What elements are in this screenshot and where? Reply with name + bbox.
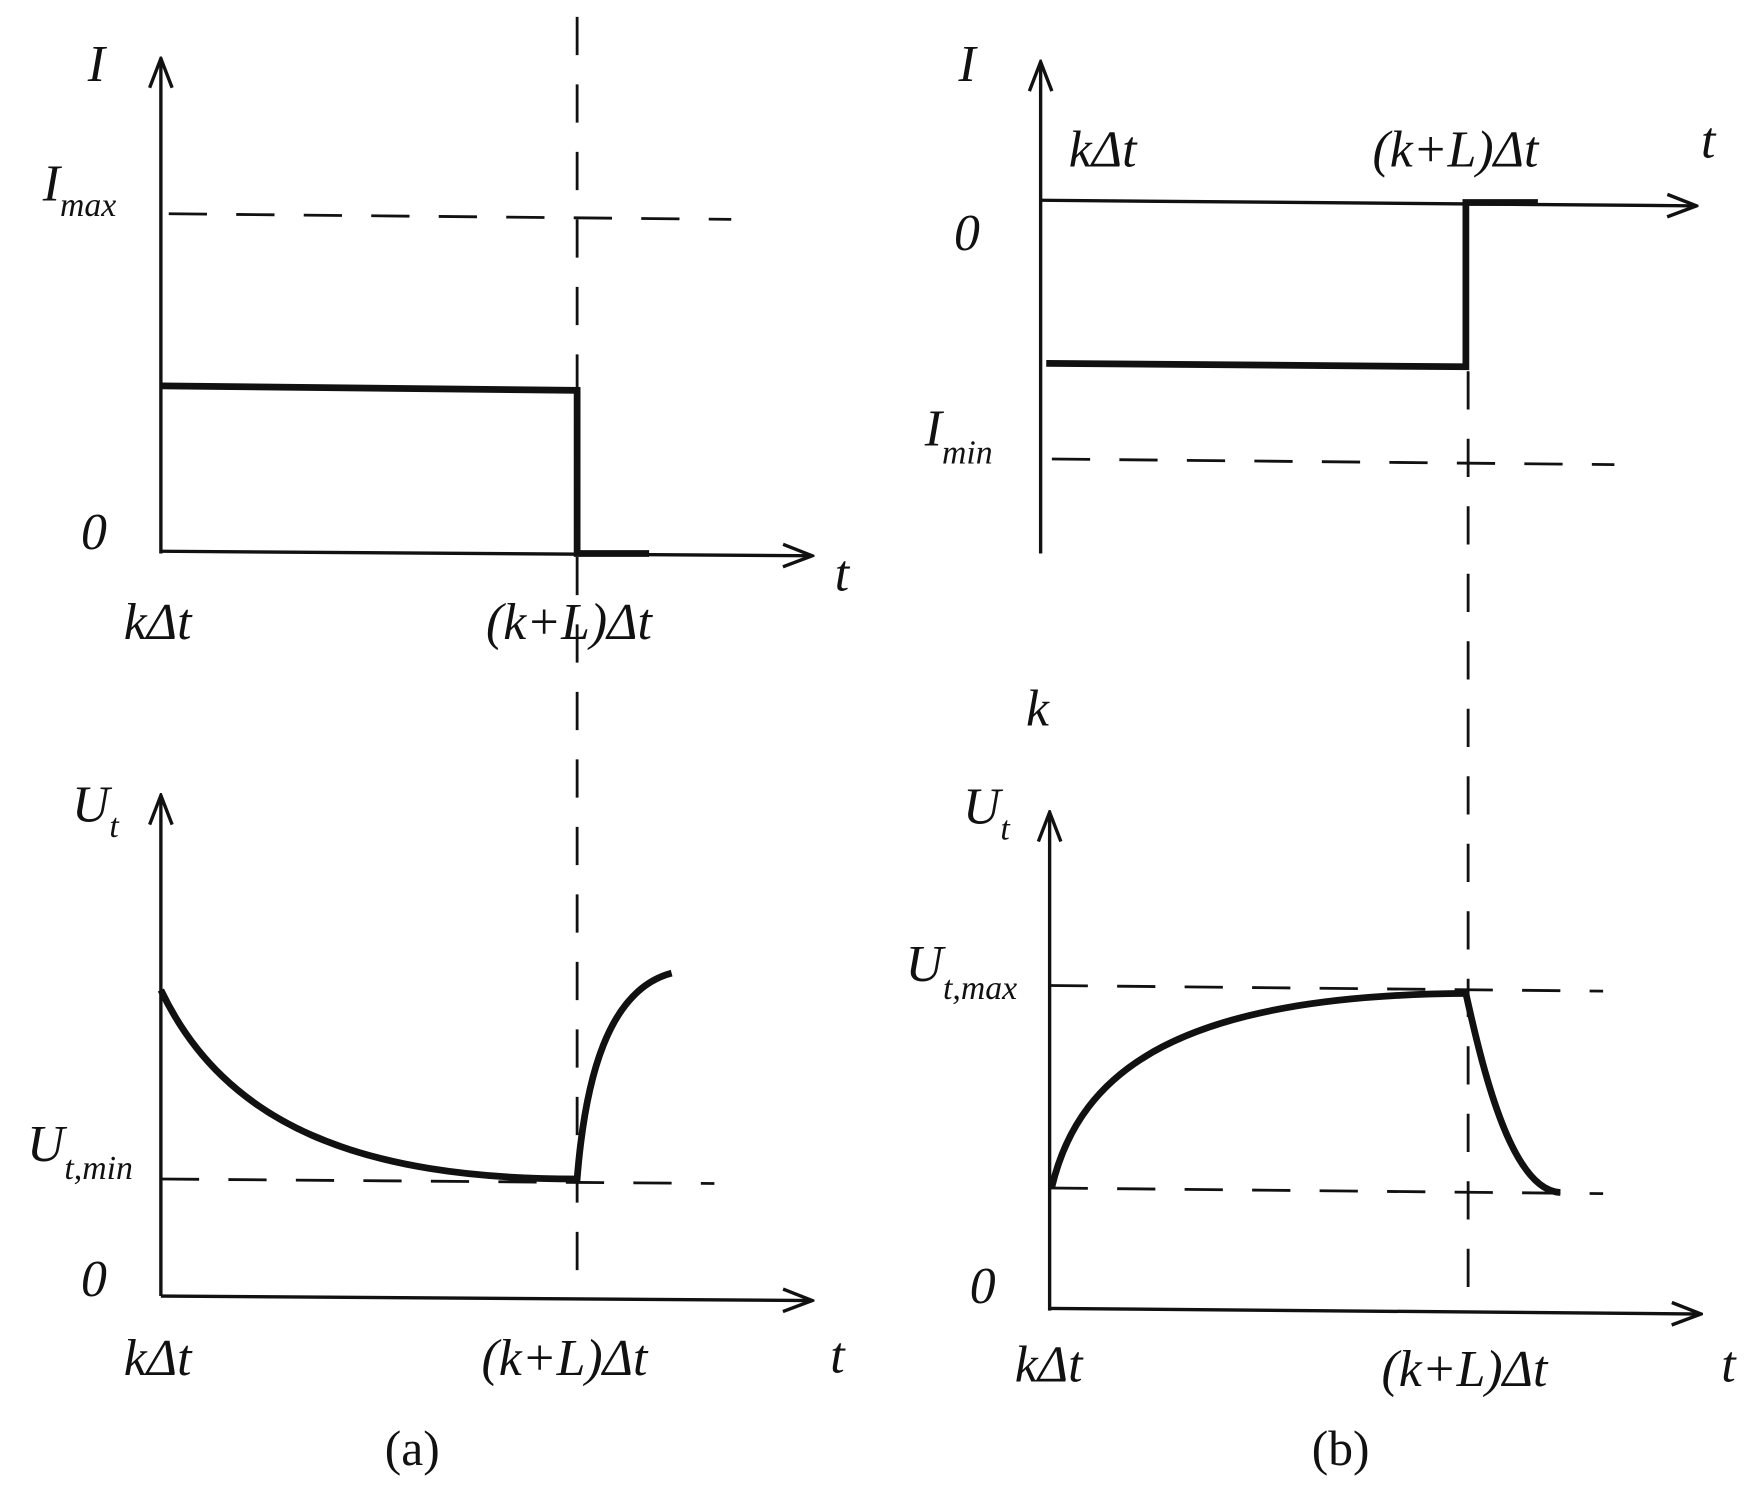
axis-label: Ut (963, 779, 1011, 848)
current-pulse (1046, 199, 1538, 371)
time-label: t (1701, 113, 1717, 170)
limit-line (168, 212, 732, 221)
label-base: I (42, 155, 63, 212)
limit-line (1049, 984, 1604, 993)
limit-label: Imin (924, 401, 993, 472)
current-pulse (160, 382, 650, 557)
limit-label: Ut,max (906, 936, 1017, 1007)
start-label: kΔt (124, 594, 193, 651)
x-axis (1040, 200, 1697, 206)
zero-label: 0 (970, 1258, 996, 1315)
axis-label: Ut (72, 776, 120, 845)
time-label: t (830, 1328, 846, 1385)
x-axis (160, 551, 812, 556)
label-base: I (924, 401, 945, 458)
panel-b-current: I kΔt (k+L)Δt t 0 Imin (924, 36, 1717, 554)
caption: (a) (385, 1421, 440, 1476)
label-base: U (27, 1116, 68, 1173)
start-label: kΔt (1069, 122, 1138, 179)
limit-label: Ut,min (27, 1116, 133, 1187)
label-base: U (963, 779, 1004, 836)
end-label: (k+L)Δt (1382, 1341, 1550, 1398)
zero-label: 0 (81, 1251, 107, 1308)
caption: (b) (1312, 1421, 1370, 1476)
label-sub: t,min (64, 1150, 132, 1187)
panel-b-voltage: Ut Ut,max 0 kΔt (k+L)Δt t (b) (906, 779, 1738, 1476)
label-sub: t (109, 808, 120, 845)
limit-line (160, 1177, 715, 1185)
label-sub: t,max (943, 970, 1017, 1007)
end-label: (k+L)Δt (482, 1330, 650, 1387)
label-sub: max (60, 187, 116, 224)
x-axis (160, 1296, 812, 1301)
lower-line (1049, 1186, 1604, 1196)
limit-line (1051, 457, 1615, 467)
start-label: kΔt (124, 1330, 193, 1387)
label-sub: min (942, 435, 993, 472)
panel-a-voltage: Ut Ut,min 0 t kΔt (k+L)Δt (a) (27, 776, 846, 1476)
voltage-curve (1048, 989, 1561, 1196)
label-base: U (906, 936, 947, 993)
zero-label: 0 (954, 205, 980, 262)
label-base: U (72, 776, 113, 833)
start-label: kΔt (1015, 1337, 1084, 1394)
end-label: (k+L)Δt (486, 594, 654, 651)
x-axis (1049, 1308, 1701, 1314)
end-label: (k+L)Δt (1373, 122, 1541, 179)
time-label: t (1721, 1337, 1737, 1394)
panel-a-current: I Imax 0 t kΔt (k+L)Δt (42, 36, 851, 651)
zero-label: 0 (81, 504, 107, 561)
axis-label: I (958, 36, 979, 93)
axis-label: I (87, 36, 108, 93)
time-label: t (835, 546, 851, 603)
stray-label: k (1026, 681, 1050, 738)
voltage-curve (157, 969, 673, 1183)
limit-label: Imax (42, 155, 116, 224)
label-sub: t (1000, 810, 1011, 847)
